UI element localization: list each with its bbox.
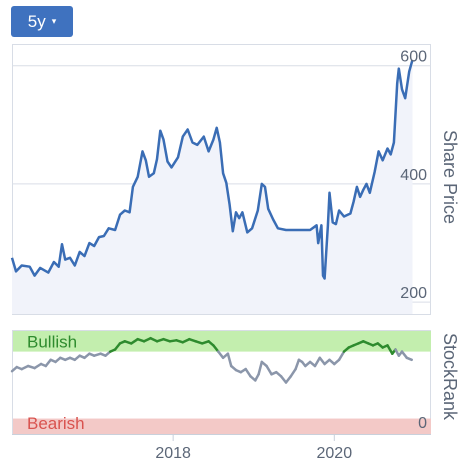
price-series-line — [10, 59, 414, 280]
x-tick-label: 2018 — [155, 445, 191, 462]
stockrank-y-axis-label: StockRank — [440, 333, 460, 421]
bearish-band-label: Bearish — [27, 414, 85, 433]
stockrank-segment — [284, 375, 293, 384]
stockrank-panel: Bullish Bearish 0 StockRank — [10, 330, 460, 435]
stockrank-segment — [130, 337, 139, 345]
price-area-fill — [12, 59, 413, 314]
stockrank-segment — [279, 375, 288, 384]
stockrank-segment — [386, 344, 394, 355]
stockrank-segment — [265, 364, 273, 376]
price-y-axis-label: Share Price — [440, 130, 460, 224]
x-tick-label: 2020 — [317, 445, 353, 462]
price-y-tick-label: 200 — [400, 285, 427, 302]
stockrank-segment — [313, 356, 322, 368]
stockrank-y-tick-labels: 0 — [418, 415, 427, 432]
x-axis: 2018 2020 — [12, 434, 431, 462]
stockrank-segment — [405, 356, 413, 362]
stockrank-segment — [400, 350, 409, 360]
bearish-band — [13, 418, 431, 434]
stockrank-segment — [294, 358, 301, 371]
stockrank-series-line — [10, 336, 413, 384]
stockrank-segment — [289, 367, 297, 378]
price-panel: 200 400 600 Share Price — [10, 44, 460, 315]
stockrank-segment — [113, 342, 122, 351]
stockrank-segment — [226, 352, 233, 368]
stockrank-y-tick-label: 0 — [418, 415, 427, 432]
price-plot-border — [12, 44, 431, 315]
price-y-tick-label: 600 — [400, 49, 427, 66]
stockrank-segment — [244, 367, 252, 378]
price-y-tick-labels: 200 400 600 — [400, 49, 427, 302]
stockrank-segment — [44, 358, 52, 368]
stockrank-segment — [337, 350, 346, 362]
price-y-tick-label: 400 — [400, 167, 427, 184]
bullish-band-label: Bullish — [27, 333, 77, 352]
range-selector-label: 5y — [27, 11, 46, 31]
caret-down-icon: ▾ — [51, 16, 57, 26]
stockrank-segment — [33, 362, 43, 370]
stockrank-segment — [217, 350, 225, 360]
stockrank-segment — [257, 360, 264, 376]
stockrank-segment — [212, 344, 220, 353]
range-selector-button[interactable]: 5y ▾ — [11, 6, 73, 37]
stockrank-segment — [318, 356, 326, 366]
